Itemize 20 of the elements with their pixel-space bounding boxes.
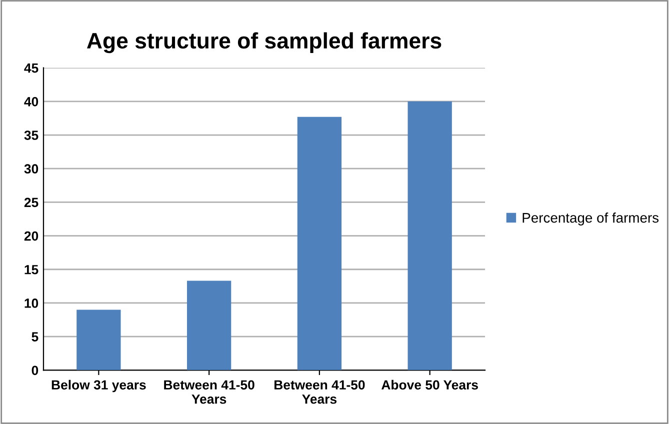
x-tick-label: Below 31 years <box>52 380 146 392</box>
bar <box>297 116 342 370</box>
y-tick-label: 25 <box>24 198 38 208</box>
y-tick-label: 35 <box>24 130 38 140</box>
y-tick-label: 10 <box>24 298 38 308</box>
y-tick-label: 45 <box>24 64 38 73</box>
x-tick-label: Between 41-50 Years <box>274 380 365 404</box>
bar <box>408 101 452 370</box>
y-tick-label: 0 <box>32 366 38 376</box>
y-tick-label: 5 <box>32 332 38 342</box>
y-tick-label: 40 <box>24 97 38 106</box>
x-tick-label: Between 41-50 Years <box>164 380 254 404</box>
legend-label: Percentage of farmers <box>522 212 659 226</box>
x-tick-label: Above 50 Years <box>382 380 478 390</box>
chart-title: Age structure of sampled farmers <box>86 32 442 54</box>
y-tick-label: 15 <box>24 265 38 274</box>
bar <box>76 310 121 370</box>
y-tick-label: 20 <box>24 231 38 241</box>
bar <box>186 280 232 370</box>
y-tick-label: 30 <box>24 164 38 174</box>
